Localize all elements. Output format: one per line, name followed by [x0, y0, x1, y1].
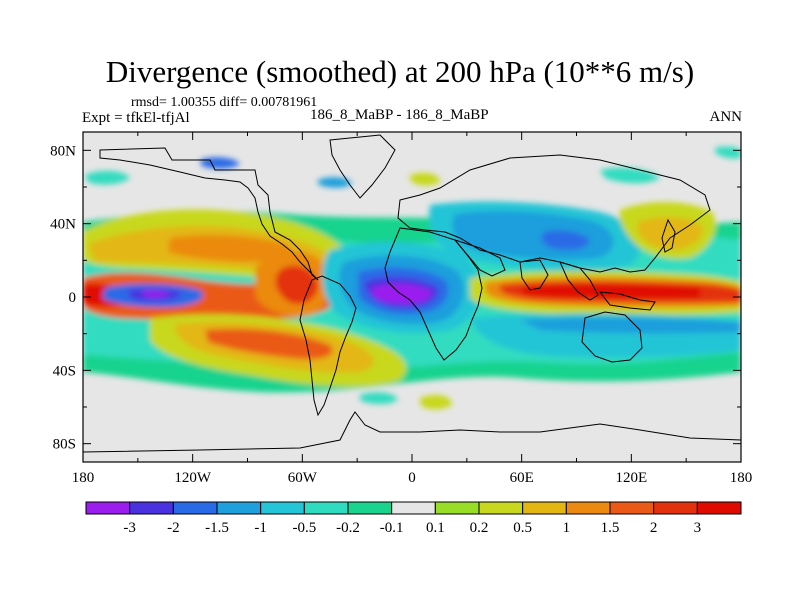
y-tick-label: 80N [50, 143, 76, 159]
colorbar-label: 1.5 [601, 520, 620, 536]
field-io-peak [520, 284, 700, 299]
field-atlantic-neg-peak [371, 283, 432, 304]
y-tick-label: 0 [69, 290, 77, 306]
x-axis: 180 120W 60W 0 60E 120E 180 [72, 132, 753, 486]
x-tick-label: 60E [510, 470, 534, 486]
coast-se-asia [559, 261, 599, 301]
coast-eurasia [397, 154, 711, 273]
experiment-label: Expt = tfkEl-tfjAl [82, 110, 190, 126]
colorbar-swatch [129, 501, 174, 515]
colorbar-label: -1.5 [205, 520, 229, 536]
field-patch-nh6 [715, 146, 741, 159]
field-eurasia-core [541, 230, 590, 250]
colorbar-label: -1 [254, 520, 267, 536]
field-amazon-pos-core [275, 265, 318, 305]
colorbar-swatch [391, 501, 436, 515]
y-axis: 80N 40N 0 40S 80S [50, 143, 741, 453]
colorbar-label: 0.5 [513, 520, 532, 536]
colorbar-swatch [434, 501, 480, 515]
field-patch-nh3 [410, 172, 440, 186]
colorbar-label: -0.5 [292, 520, 316, 536]
x-tick-label: 0 [408, 470, 416, 486]
x-tick-label: 180 [72, 470, 95, 486]
field-sp-red [205, 328, 333, 360]
colorbar-label: 0.1 [426, 520, 445, 536]
colorbar-swatch [347, 501, 393, 515]
coastlines [83, 134, 741, 453]
colorbar-swatch [85, 501, 131, 515]
x-tick-label: 180 [730, 470, 753, 486]
colorbar-swatch [696, 501, 742, 515]
coast-arabia [453, 239, 506, 277]
map-field [83, 132, 741, 462]
colorbar-label: 0.2 [470, 520, 489, 536]
colorbar-label: 1 [563, 520, 571, 536]
coast-north-america [99, 147, 319, 281]
stats-label: rmsd= 1.00355 diff= 0.00781961 [131, 95, 318, 110]
colorbar-swatch [565, 501, 611, 515]
x-tick-label: 120W [174, 470, 212, 486]
field-sio-blue [520, 317, 741, 334]
colorbar-label: 2 [650, 520, 658, 536]
x-tick-label: 120E [615, 470, 647, 486]
y-tick-label: 80S [53, 437, 76, 453]
colorbar-swatch [303, 501, 349, 515]
coast-south-america [299, 275, 357, 417]
coast-australia [581, 311, 643, 363]
field-nh-red [168, 235, 292, 262]
y-tick-label: 40N [50, 217, 76, 233]
coast-greenland [329, 134, 396, 199]
field-patch-nh4 [318, 177, 352, 188]
field-nwpac-orange [638, 217, 703, 250]
colorbar: -3 -2 -1.5 -1 -0.5 -0.2 -0.1 0.1 0.2 0.5 1 1.5 2 3 [85, 501, 742, 536]
colorbar-swatch [609, 501, 655, 515]
case-label: 186_8_MaBP - 186_8_MaBP [310, 107, 489, 123]
colorbar-label: -2 [167, 520, 180, 536]
colorbar-label: -3 [123, 520, 136, 536]
colorbar-swatch [653, 501, 698, 515]
field-patch-sh1 [420, 394, 452, 410]
field-patch-nh2 [85, 170, 130, 185]
y-tick-label: 40S [53, 363, 76, 379]
colorbar-swatch [522, 501, 567, 515]
coast-maritime [598, 291, 656, 311]
season-label: ANN [709, 109, 743, 125]
colorbar-swatch [172, 501, 218, 515]
coast-antarctica [83, 411, 741, 453]
colorbar-swatch [216, 501, 262, 515]
colorbar-label: -0.1 [380, 520, 404, 536]
x-tick-label: 60W [288, 470, 318, 486]
colorbar-label: -0.2 [336, 520, 360, 536]
field-pacific-neg-peak [142, 290, 170, 298]
colorbar-swatch [478, 501, 524, 515]
chart-title: Divergence (smoothed) at 200 hPa (10**6 … [105, 54, 695, 89]
coast-japan [661, 218, 676, 253]
coast-india [519, 259, 549, 291]
colorbar-label: 3 [694, 520, 702, 536]
colorbar-swatch [260, 501, 305, 515]
field-patch-sh2 [360, 392, 398, 405]
